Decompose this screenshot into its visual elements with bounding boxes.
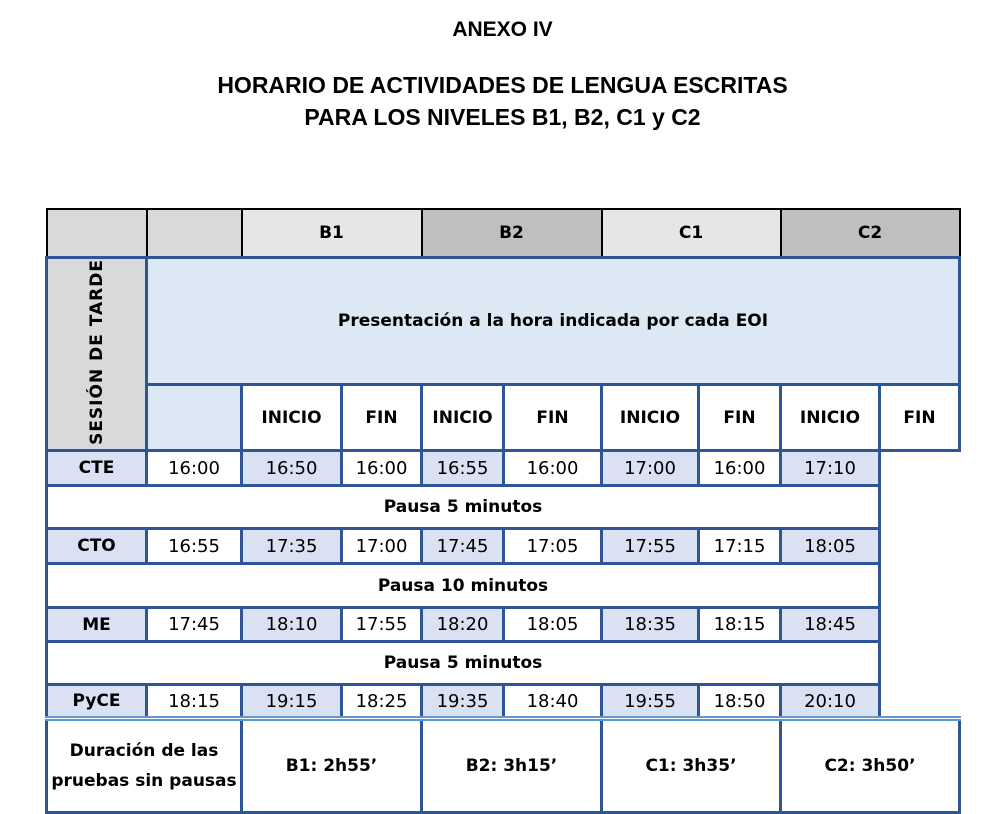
start-time: 16:00 — [145, 449, 243, 488]
start-time: 16:00 — [697, 449, 782, 488]
start-time: 18:25 — [340, 683, 423, 721]
end-header: FIN — [878, 383, 961, 453]
start-time: 18:40 — [502, 683, 603, 721]
end-time: 17:55 — [600, 527, 700, 566]
start-header: INICIO — [600, 383, 700, 453]
start-time: 18:15 — [145, 683, 243, 721]
end-time: 16:50 — [240, 449, 343, 488]
start-time: 17:00 — [340, 527, 423, 566]
end-time: 18:20 — [420, 606, 505, 644]
level-header: B1 — [240, 208, 423, 258]
start-time: 16:00 — [340, 449, 423, 488]
end-time: 17:10 — [779, 449, 881, 488]
start-time: 16:00 — [502, 449, 603, 488]
pause-row: Pausa 10 minutos — [45, 562, 881, 610]
level-header-row: B1 B2 C1 C2 — [45, 208, 961, 258]
table-row: CTE 16:00 16:50 16:00 16:55 16:00 17:00 16:00 17… — [45, 449, 960, 488]
activity-name: CTE — [45, 449, 148, 488]
start-time: 16:55 — [145, 527, 243, 566]
presentation-note: Presentación a la hora indicada por cada… — [145, 255, 961, 387]
end-time: 18:35 — [600, 606, 700, 644]
duration-value: B1: 2h55’ — [240, 716, 423, 814]
start-time: 18:15 — [697, 606, 782, 644]
schedule-table: B1 B2 C1 C2 SESIÓN DE TARDE Presentación… — [45, 208, 961, 814]
end-header: FIN — [697, 383, 782, 453]
session-label-cell: SESIÓN DE TARDE — [45, 255, 148, 453]
table-row: CTO 16:55 17:35 17:00 17:45 17:05 17:55 17:15 18… — [45, 527, 960, 566]
start-header: INICIO — [240, 383, 343, 453]
start-header: INICIO — [420, 383, 505, 453]
level-header: B2 — [420, 208, 603, 258]
activity-name: ME — [45, 606, 148, 644]
end-header: FIN — [340, 383, 423, 453]
end-time: 19:35 — [420, 683, 505, 721]
pause-row: Pausa 5 minutos — [45, 640, 881, 687]
end-time: 20:10 — [779, 683, 881, 721]
activity-name: CTO — [45, 527, 148, 566]
end-header: FIN — [502, 383, 603, 453]
start-time: 18:50 — [697, 683, 782, 721]
level-header: C2 — [779, 208, 961, 258]
start-time: 18:05 — [502, 606, 603, 644]
corner-cell — [145, 208, 243, 258]
start-header: INICIO — [779, 383, 881, 453]
start-end-header-row: INICIO FIN INICIO FIN INICIO FIN INICIO FIN — [47, 383, 961, 453]
corner-cell — [45, 208, 148, 257]
session-label: SESIÓN DE TARDE — [86, 258, 107, 445]
end-time: 18:05 — [779, 527, 881, 566]
page-title-line2: PARA LOS NIVELES B1, B2, C1 y C2 — [304, 104, 701, 130]
end-time: 17:45 — [420, 527, 505, 566]
start-time: 17:05 — [502, 527, 603, 566]
pause-row: Pausa 5 minutos — [45, 484, 881, 531]
table-row: PyCE 18:15 19:15 18:25 19:35 18:40 19:55 18:50 2… — [45, 683, 960, 721]
page-title-line1: HORARIO DE ACTIVIDADES DE LENGUA ESCRITA… — [217, 72, 788, 98]
end-time: 17:00 — [600, 449, 700, 488]
end-time: 17:35 — [240, 527, 343, 566]
start-time: 17:45 — [145, 606, 243, 644]
duration-label: Duración de las pruebas sin pausas — [45, 716, 243, 814]
end-time: 19:15 — [240, 683, 343, 721]
duration-value: B2: 3h15’ — [420, 716, 603, 814]
start-time: 17:15 — [697, 527, 782, 566]
table-row: ME 17:45 18:10 17:55 18:20 18:05 18:35 18:15 18:… — [45, 606, 960, 644]
end-time: 19:55 — [600, 683, 700, 721]
activity-name: PyCE — [45, 683, 148, 721]
duration-value: C2: 3h50’ — [779, 716, 961, 814]
start-time: 17:55 — [340, 606, 423, 644]
end-time: 18:10 — [240, 606, 343, 644]
duration-value: C1: 3h35’ — [600, 716, 782, 814]
end-time: 16:55 — [420, 449, 505, 488]
annex-label: ANEXO IV — [452, 18, 553, 41]
end-time: 18:45 — [779, 606, 881, 644]
level-header: C1 — [600, 208, 782, 258]
